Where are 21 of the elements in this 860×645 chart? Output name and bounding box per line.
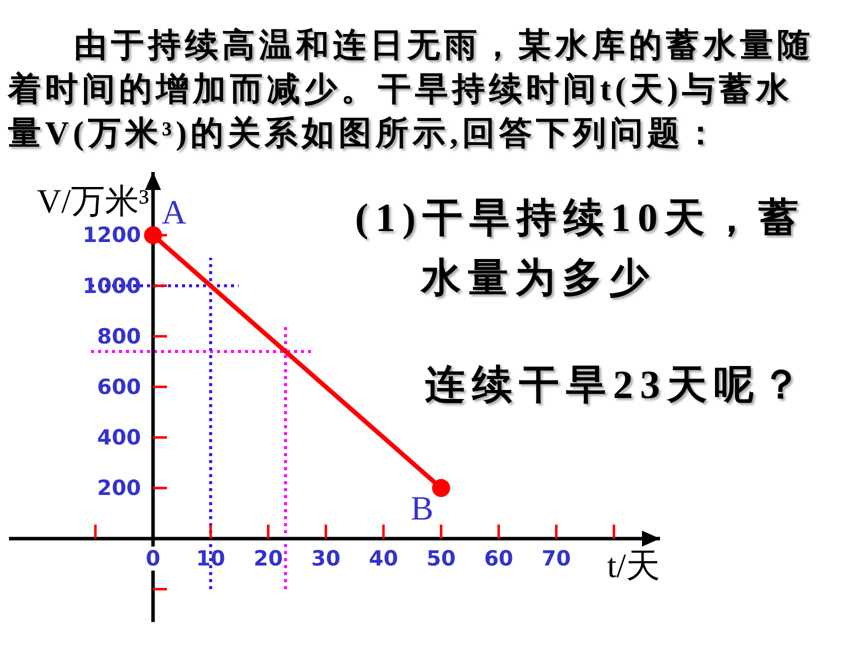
x-tick-label: 30 [311,546,340,571]
y-tick-label: 200 [97,476,142,500]
x-tick-label: 20 [254,546,283,571]
x-axis-title: t/天 [607,548,660,586]
y-tick-label: 1200 [82,223,142,248]
x-tick-label: 10 [196,546,226,571]
y-tick-label: 800 [97,324,142,348]
x-tick-label: 60 [484,546,514,571]
annotation: A [162,194,187,232]
chart-title: 由于持续高温和连日无雨，某水库的蓄水量随着时间的增加而减少。干旱持续时间t(天)与蓄水量V(万米³)的关系如图所示,回答下列问题： [8,26,815,154]
x-tick-label: 50 [426,546,456,571]
y-tick-label: 400 [97,425,142,450]
y-tick-label: 600 [97,374,142,399]
x-tick-label: 40 [368,546,398,571]
annotation: B [410,490,434,528]
x-tick-label: 0 [146,546,160,571]
x-tick-label: 70 [542,546,571,571]
annotation: (1)干旱持续10天，蓄水量为多少 [355,194,807,302]
y-axis-title: V/万米³ [36,184,150,220]
annotation: 连续干旱23天呢？ [425,361,809,409]
y-tick-label: 1000 [82,274,142,298]
